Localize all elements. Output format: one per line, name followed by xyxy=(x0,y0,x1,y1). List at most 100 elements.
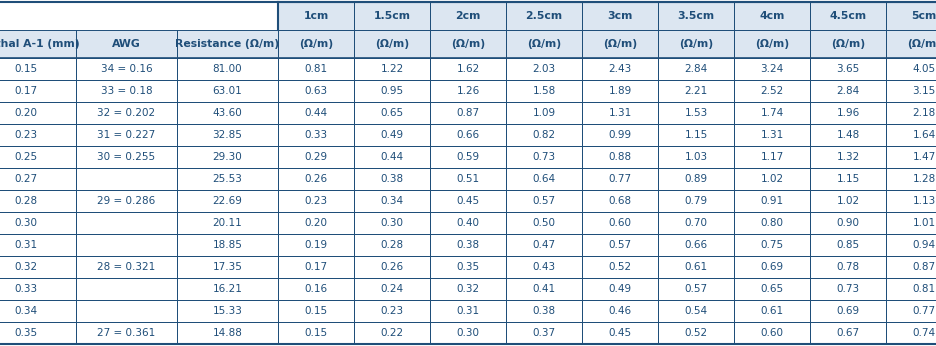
Bar xyxy=(581,212,657,234)
Bar xyxy=(430,322,505,344)
Bar xyxy=(505,58,581,80)
Bar xyxy=(76,124,177,146)
Text: 0.38: 0.38 xyxy=(456,240,479,250)
Bar xyxy=(657,30,733,58)
Text: 0.40: 0.40 xyxy=(456,218,479,228)
Bar xyxy=(733,212,809,234)
Text: 0.29: 0.29 xyxy=(304,152,328,162)
Text: 0.26: 0.26 xyxy=(380,262,403,272)
Text: 1.58: 1.58 xyxy=(532,86,555,96)
Bar xyxy=(177,124,278,146)
Bar xyxy=(809,30,885,58)
Text: 0.17: 0.17 xyxy=(14,86,37,96)
Bar xyxy=(581,300,657,322)
Text: (Ω/m): (Ω/m) xyxy=(450,39,485,49)
Text: 0.23: 0.23 xyxy=(14,130,37,140)
Bar xyxy=(581,234,657,256)
Text: 0.66: 0.66 xyxy=(456,130,479,140)
Bar xyxy=(177,212,278,234)
Bar xyxy=(278,58,354,80)
Bar xyxy=(0,58,76,80)
Text: 0.47: 0.47 xyxy=(532,240,555,250)
Text: 0.44: 0.44 xyxy=(380,152,403,162)
Bar xyxy=(733,234,809,256)
Text: 1.96: 1.96 xyxy=(836,108,858,118)
Bar xyxy=(76,58,177,80)
Bar xyxy=(430,58,505,80)
Text: 1.47: 1.47 xyxy=(912,152,935,162)
Bar xyxy=(505,256,581,278)
Bar xyxy=(733,322,809,344)
Bar xyxy=(354,58,430,80)
Text: 3.65: 3.65 xyxy=(836,64,858,74)
Bar xyxy=(885,102,936,124)
Text: 0.28: 0.28 xyxy=(380,240,403,250)
Text: 0.79: 0.79 xyxy=(683,196,707,206)
Bar xyxy=(885,30,936,58)
Text: 0.17: 0.17 xyxy=(304,262,328,272)
Bar xyxy=(657,168,733,190)
Text: 0.87: 0.87 xyxy=(456,108,479,118)
Bar xyxy=(354,2,430,30)
Bar xyxy=(885,212,936,234)
Bar xyxy=(430,300,505,322)
Bar xyxy=(354,300,430,322)
Text: Kanthal A-1 (mm): Kanthal A-1 (mm) xyxy=(0,39,80,49)
Text: 0.57: 0.57 xyxy=(607,240,631,250)
Bar xyxy=(733,2,809,30)
Bar xyxy=(505,212,581,234)
Text: (Ω/m): (Ω/m) xyxy=(679,39,712,49)
Text: 16.21: 16.21 xyxy=(212,284,242,294)
Text: 0.85: 0.85 xyxy=(836,240,858,250)
Text: 4.05: 4.05 xyxy=(912,64,934,74)
Text: 1cm: 1cm xyxy=(303,11,329,21)
Bar xyxy=(733,124,809,146)
Text: 0.66: 0.66 xyxy=(683,240,707,250)
Text: 0.52: 0.52 xyxy=(607,262,631,272)
Text: 0.25: 0.25 xyxy=(14,152,37,162)
Text: 0.77: 0.77 xyxy=(912,306,934,316)
Bar xyxy=(430,190,505,212)
Bar xyxy=(885,2,936,30)
Bar xyxy=(505,300,581,322)
Bar xyxy=(354,212,430,234)
Bar xyxy=(657,234,733,256)
Bar xyxy=(733,256,809,278)
Bar xyxy=(733,30,809,58)
Text: 0.78: 0.78 xyxy=(836,262,858,272)
Bar xyxy=(885,190,936,212)
Text: 1.48: 1.48 xyxy=(836,130,858,140)
Text: 0.87: 0.87 xyxy=(912,262,934,272)
Bar xyxy=(581,190,657,212)
Bar xyxy=(76,168,177,190)
Bar xyxy=(430,30,505,58)
Bar xyxy=(809,322,885,344)
Bar xyxy=(581,146,657,168)
Bar xyxy=(430,2,505,30)
Text: 0.69: 0.69 xyxy=(760,262,782,272)
Text: 0.34: 0.34 xyxy=(14,306,37,316)
Bar xyxy=(177,2,278,30)
Text: 1.31: 1.31 xyxy=(759,130,782,140)
Text: 0.61: 0.61 xyxy=(760,306,782,316)
Bar xyxy=(505,102,581,124)
Bar xyxy=(278,80,354,102)
Text: 0.23: 0.23 xyxy=(304,196,328,206)
Bar xyxy=(430,212,505,234)
Bar xyxy=(177,146,278,168)
Text: 0.22: 0.22 xyxy=(380,328,403,338)
Text: 0.44: 0.44 xyxy=(304,108,328,118)
Bar xyxy=(354,80,430,102)
Text: 0.65: 0.65 xyxy=(760,284,782,294)
Text: 0.35: 0.35 xyxy=(14,328,37,338)
Text: 2.18: 2.18 xyxy=(912,108,935,118)
Bar xyxy=(430,234,505,256)
Bar xyxy=(885,146,936,168)
Text: 0.69: 0.69 xyxy=(836,306,858,316)
Text: 0.57: 0.57 xyxy=(532,196,555,206)
Bar xyxy=(733,168,809,190)
Text: 1.64: 1.64 xyxy=(912,130,935,140)
Text: 0.30: 0.30 xyxy=(456,328,479,338)
Text: 0.89: 0.89 xyxy=(683,174,707,184)
Bar xyxy=(505,322,581,344)
